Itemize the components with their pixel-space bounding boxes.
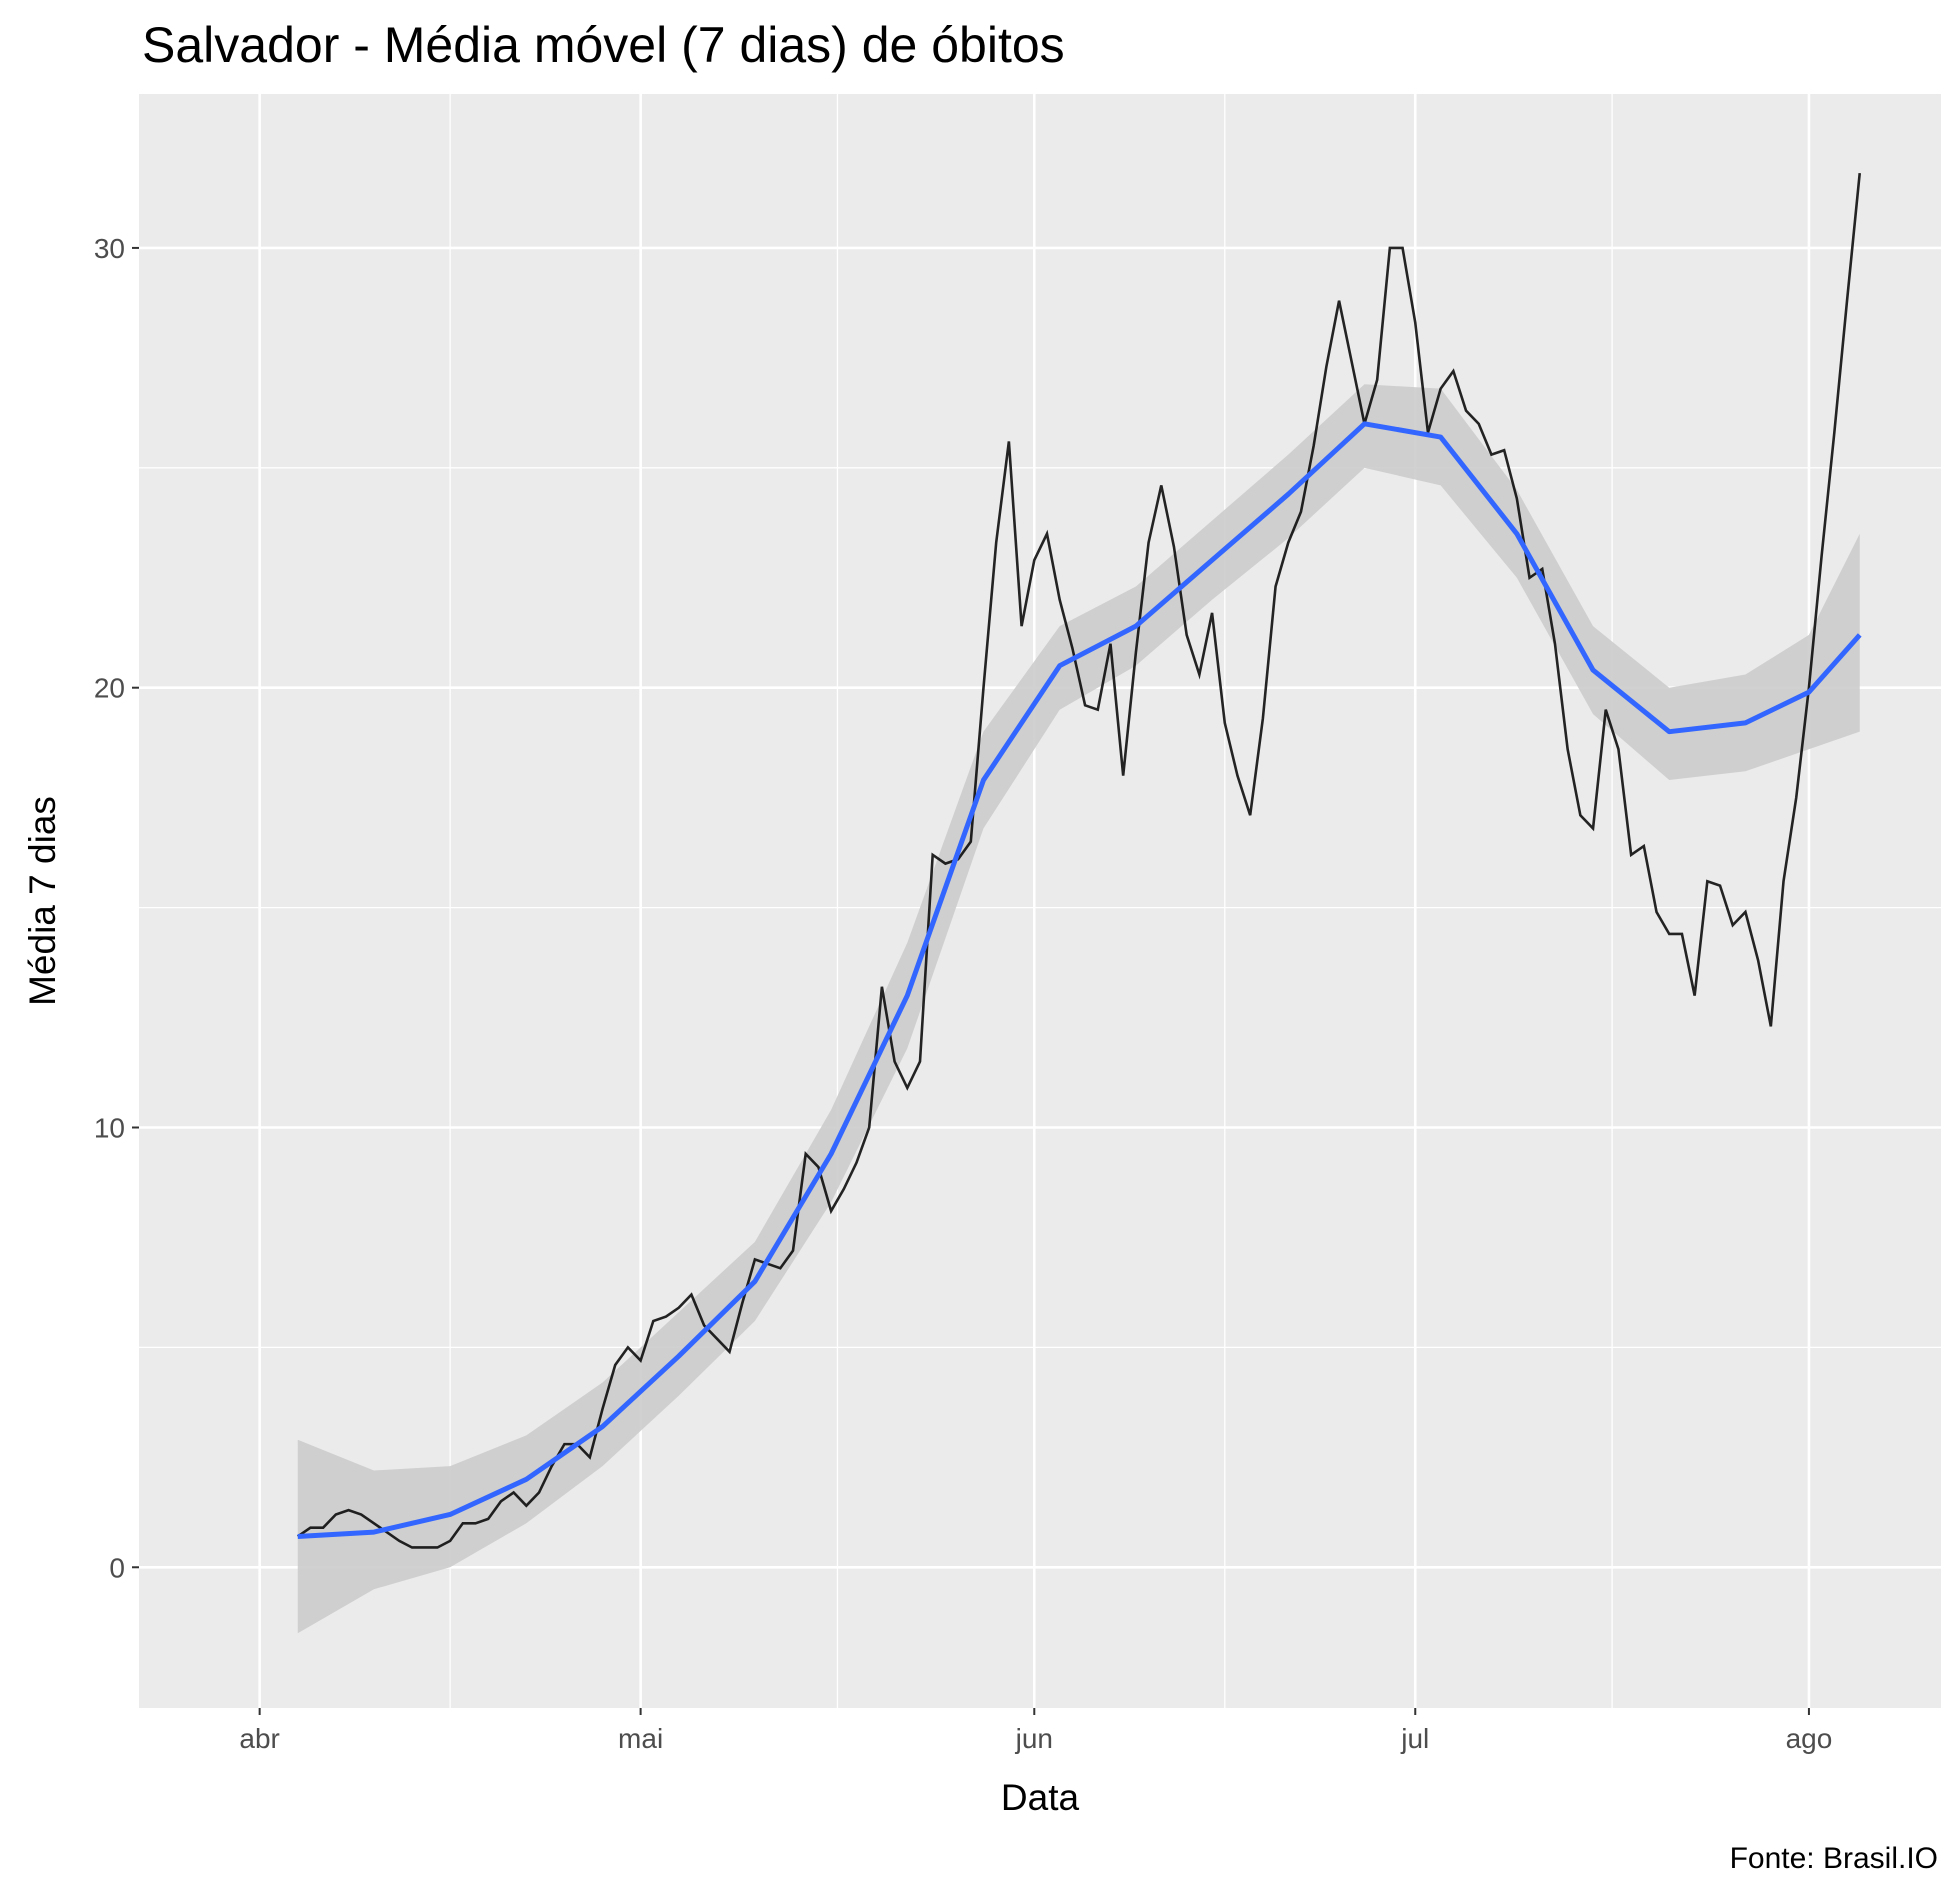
x-tick-label: mai — [618, 1723, 663, 1754]
y-tick-label: 30 — [94, 233, 125, 264]
y-axis-title: Média 7 dias — [22, 796, 63, 1006]
x-axis-title: Data — [1001, 1777, 1080, 1818]
x-tick-label: abr — [239, 1723, 279, 1754]
x-tick-label: jul — [1400, 1723, 1429, 1754]
y-tick-label: 10 — [94, 1112, 125, 1143]
x-tick-label: jun — [1015, 1723, 1053, 1754]
smooth-line — [297, 421, 1862, 1539]
caption: Fonte: Brasil.IO — [1730, 1842, 1938, 1875]
panel — [139, 94, 1941, 1708]
y-tick-label: 0 — [109, 1552, 125, 1583]
x-tick-label: ago — [1786, 1723, 1833, 1754]
y-tick-label: 20 — [94, 673, 125, 704]
chart-title: Salvador - Média móvel (7 dias) de óbito… — [142, 17, 1065, 73]
confidence-band — [297, 384, 1860, 1634]
